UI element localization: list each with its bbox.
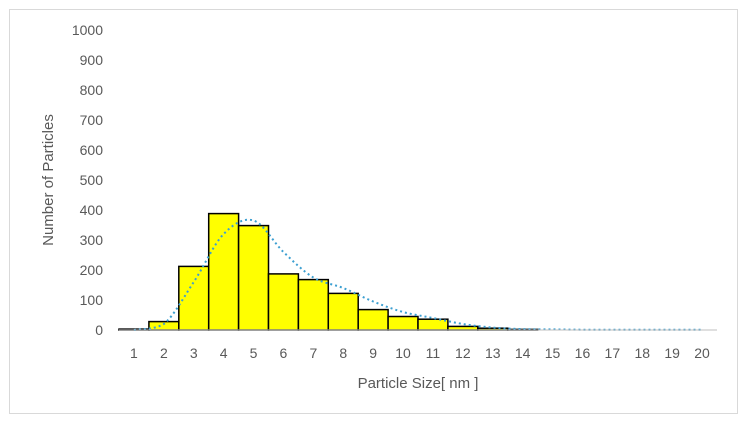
- y-tick-label: 100: [80, 292, 104, 308]
- bar: [357, 308, 389, 331]
- bar: [207, 212, 240, 331]
- x-tick-label: 15: [545, 345, 561, 361]
- x-tick-label: 18: [634, 345, 650, 361]
- bar: [417, 318, 449, 331]
- bar: [267, 273, 300, 331]
- y-tick-label: 600: [80, 142, 104, 158]
- x-axis-title: Particle Size[ nm ]: [358, 375, 479, 392]
- x-tick-label: 19: [664, 345, 680, 361]
- y-tick-label: 700: [80, 112, 104, 128]
- y-tick-label: 1000: [72, 22, 103, 38]
- x-tick-label: 2: [160, 345, 168, 361]
- x-tick-label: 3: [190, 345, 198, 361]
- y-axis-ticks: 0 100 200 300 400 500 600 700 800 900 1000: [72, 22, 103, 338]
- x-tick-label: 8: [339, 345, 347, 361]
- bars: [118, 212, 539, 331]
- x-tick-label: 7: [309, 345, 317, 361]
- y-tick-label: 900: [80, 52, 104, 68]
- bar: [447, 325, 479, 331]
- x-tick-label: 1: [130, 345, 138, 361]
- x-axis-ticks: 1 2 3 4 5 6 7 8 9 10 11 12 13 14 15 16 17 18 19 20: [130, 345, 710, 361]
- bar: [297, 278, 330, 331]
- x-tick-label: 11: [426, 345, 441, 361]
- y-tick-label: 500: [80, 172, 104, 188]
- bar: [178, 265, 210, 331]
- y-tick-label: 200: [80, 262, 104, 278]
- bar: [387, 315, 419, 331]
- y-tick-label: 300: [80, 232, 104, 248]
- bar: [237, 224, 270, 331]
- x-tick-label: 13: [485, 345, 501, 361]
- y-axis-title: Number of Particles: [40, 114, 57, 246]
- x-tick-label: 17: [605, 345, 621, 361]
- chart-frame: [9, 9, 738, 414]
- y-tick-label: 400: [80, 202, 104, 218]
- x-tick-label: 12: [455, 345, 471, 361]
- bar: [327, 292, 359, 331]
- y-tick-label: 0: [95, 322, 103, 338]
- x-tick-label: 10: [395, 345, 411, 361]
- x-tick-label: 6: [280, 345, 288, 361]
- y-tick-label: 800: [80, 82, 104, 98]
- x-tick-label: 5: [250, 345, 258, 361]
- x-tick-label: 20: [694, 345, 710, 361]
- x-tick-label: 4: [220, 345, 228, 361]
- x-tick-label: 16: [575, 345, 591, 361]
- x-tick-label: 14: [515, 345, 531, 361]
- x-tick-label: 9: [369, 345, 377, 361]
